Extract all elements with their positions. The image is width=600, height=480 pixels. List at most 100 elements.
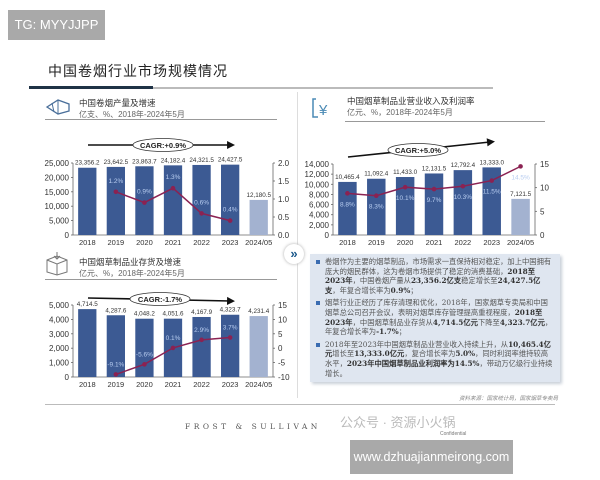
bar [395, 177, 415, 235]
growth-point [227, 218, 233, 223]
growth-value-label: -5.6% [136, 351, 153, 358]
left-tick-label: 8,000 [309, 190, 330, 199]
bar-value-label: 4,231.4 [248, 308, 270, 315]
growth-value-label: 0.6% [194, 199, 209, 206]
growth-point [113, 189, 119, 195]
right-tick-label: 10 [540, 184, 549, 193]
revenue-chart-title: 中国烟草制品业营业收入及利润率 [347, 97, 475, 107]
title-underline [153, 87, 493, 89]
growth-value-label: 1.3% [166, 174, 181, 181]
summary-point-3: 2018年至2023年中国烟草制品业营业收入持续上升，从10,465.4亿元增长… [316, 340, 554, 378]
growth-value-label: 10.3% [454, 194, 473, 201]
left-tick-label: 10,000 [305, 180, 330, 189]
left-tick-label: 15,000 [45, 188, 70, 197]
right-tick-label: 0 [540, 231, 545, 240]
right-tick-label: 5 [540, 207, 545, 216]
left-tick-label: 6,000 [309, 201, 330, 210]
left-tick-label: 20,000 [45, 173, 70, 182]
page-title: 中国卷烟行业市场规模情况 [48, 64, 228, 80]
summary-point-2: 烟草行业正经历了库存清理和优化，2018年，国家烟草专卖局和中国烟草总公司召开会… [316, 298, 554, 336]
bar-value-label: 12,131.5 [422, 165, 447, 172]
x-tick-label: 2021 [426, 238, 443, 247]
x-tick-label: 2023 [483, 238, 500, 247]
left-tick-label: 0 [65, 231, 70, 240]
left-tick-label: 10,000 [45, 202, 70, 211]
bar-value-label: 13,333.0 [479, 159, 504, 166]
brand-logo: FROST & SULLIVAN [185, 422, 321, 431]
bar [221, 314, 240, 377]
cagr-arrowhead [486, 138, 495, 147]
x-tick-label: 2023 [222, 380, 239, 389]
x-tick-label: 2019 [368, 238, 385, 247]
left-tick-label: 14,000 [305, 160, 330, 169]
right-tick-label: 0.0 [278, 231, 290, 240]
watermark-bottom: www.dzhuajianmeirong.com [350, 440, 513, 474]
summary-point-1: 卷烟作为主要的烟草制品，市场需求一直保持相对稳定，加上中国拥有庞大的烟民群体，这… [316, 257, 554, 295]
bar-value-label: 24,427.5 [218, 157, 243, 164]
growth-point [170, 185, 176, 191]
growth-value-label: 2.9% [194, 327, 209, 334]
cagr-badge [129, 292, 191, 306]
left-tick-label: 1,000 [49, 359, 70, 368]
bar [78, 167, 97, 235]
right-tick-label: 10 [278, 315, 287, 324]
left-tick-label: 5,000 [49, 217, 70, 226]
x-tick-label: 2018 [339, 238, 356, 247]
x-tick-label: 2022 [193, 380, 210, 389]
inventory-chart: 0 1,000 2,000 3,000 4,000 5,000 -10 -5 0 5 10 15 4,7… [49, 292, 290, 389]
production-chart-subtitle: 亿支、%、2018年-2024年5月 [79, 110, 185, 119]
growth-value-label: 9.7% [427, 197, 442, 204]
growth-point [170, 345, 176, 351]
cagr-arrowhead [227, 140, 235, 150]
growth-value-label: 0.9% [137, 189, 152, 196]
bar [424, 173, 444, 235]
x-tick-label: 2023 [222, 238, 239, 247]
bar [221, 164, 240, 235]
growth-point [460, 183, 466, 189]
growth-point [113, 372, 119, 377]
right-tick-label: 15 [540, 160, 549, 169]
right-tick-label: 15 [278, 301, 287, 310]
title-underline-accent [29, 86, 153, 89]
production-chart-title: 中国卷烟产量及增速 [79, 99, 156, 109]
growth-point [199, 337, 204, 343]
bar [192, 164, 211, 235]
bar [367, 178, 386, 235]
left-tick-label: 0 [65, 373, 70, 382]
left-tick-label: 4,000 [49, 315, 70, 324]
left-tick-label: 25,000 [45, 159, 70, 168]
growth-point [345, 191, 350, 196]
x-tick-label: 2020 [136, 238, 153, 247]
bar-value-label: 12,792.4 [451, 162, 476, 169]
growth-point [402, 184, 408, 190]
bar-value-label: 4,714.5 [77, 301, 99, 308]
x-tick-label: 2024/05 [245, 238, 272, 247]
cagr-label: CAGR:-1.7% [138, 295, 183, 304]
x-tick-label: 2024/05 [245, 380, 272, 389]
svg-text:¥: ¥ [318, 102, 328, 119]
x-tick-label: 2020 [136, 380, 153, 389]
revenue-header-line [345, 121, 545, 122]
x-tick-label: 2022 [455, 238, 472, 247]
bar-value-label: 23,356.2 [75, 160, 100, 167]
left-tick-label: 3,000 [49, 330, 70, 339]
bar [106, 315, 125, 377]
bar [163, 165, 183, 235]
left-tick-label: 2,000 [309, 221, 330, 230]
summary-box: 卷烟作为主要的烟草制品，市场需求一直保持相对稳定，加上中国拥有庞大的烟民群体，这… [310, 254, 560, 383]
bar-value-label: 4,287.6 [105, 307, 127, 314]
chevron-right-icon[interactable]: » [284, 244, 304, 264]
growth-point [227, 335, 233, 340]
inventory-header-line [45, 279, 277, 280]
bar-value-label: 24,182.4 [161, 157, 186, 164]
bar-value-label: 10,465.4 [335, 174, 360, 181]
x-tick-label: 2020 [397, 238, 414, 247]
x-tick-label: 2021 [165, 238, 182, 247]
cagr-arrowhead [226, 296, 235, 305]
growth-value-label: -9.1% [107, 361, 124, 368]
growth-point [142, 362, 147, 367]
growth-point [431, 186, 437, 192]
growth-value-label: 8.3% [369, 204, 384, 211]
left-tick-label: 2,000 [49, 344, 70, 353]
inventory-chart-subtitle: 亿元、%，2018年-2024年5月 [79, 269, 185, 278]
